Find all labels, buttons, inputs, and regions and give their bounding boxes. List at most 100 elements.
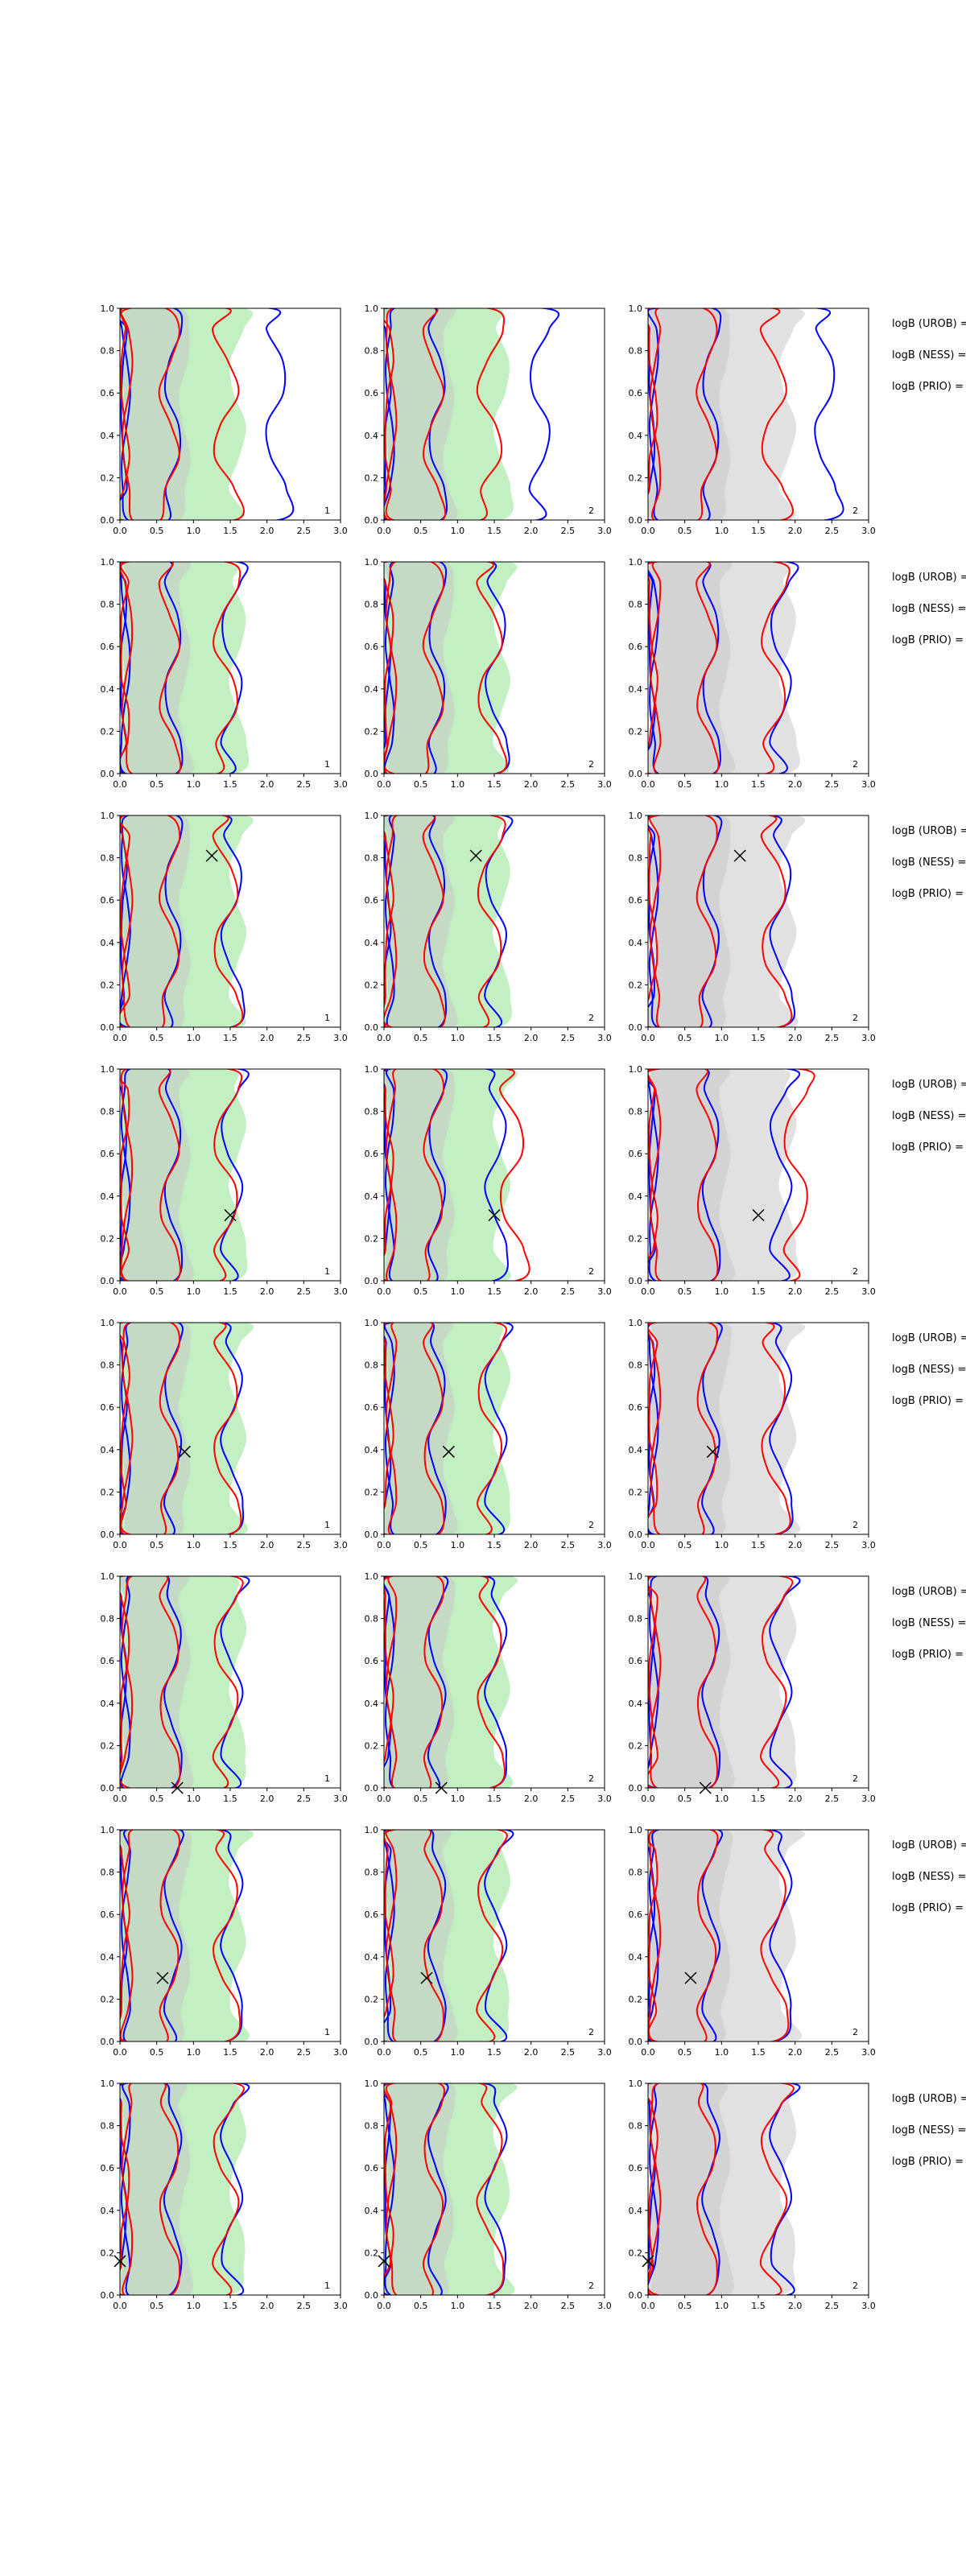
x-tick-label: 0.5 (678, 526, 692, 536)
panel-r7-c3: 0.0 0.5 1.0 1.5 2.0 2.5 3.0 0.0 0.2 0.4 0.6 0.8 1.0 2 (629, 1825, 876, 2058)
panel-r7-c1: 0.0 0.5 1.0 1.5 2.0 2.5 3.0 0.0 0.2 0.4 0.6 0.8 1.0 1 (101, 1825, 348, 2058)
y-tick-label: 0.8 (365, 600, 379, 610)
panel-label: 2 (588, 2281, 594, 2291)
x-tick-label: 1.0 (451, 2047, 465, 2058)
y-tick-label: 0.2 (365, 726, 379, 737)
y-tick-label: 0.4 (101, 431, 115, 441)
panel-r8-c1: 0.0 0.5 1.0 1.5 2.0 2.5 3.0 0.0 0.2 0.4 0.6 0.8 1.0 1 (101, 2079, 348, 2311)
prio-contour-outer (120, 815, 244, 1027)
panel-label: 2 (852, 2281, 858, 2291)
y-tick-label: 0.6 (101, 1656, 115, 1666)
truth-marker (684, 1971, 697, 1984)
y-tick-label: 0.4 (101, 1191, 115, 1202)
x-tick-label: 2.5 (561, 1033, 576, 1043)
panel-r4-c3: 0.0 0.5 1.0 1.5 2.0 2.5 3.0 0.0 0.2 0.4 0.6 0.8 1.0 2 (629, 1064, 876, 1297)
y-tick-label: 0.0 (365, 1022, 379, 1033)
x-tick-label: 0.5 (678, 1794, 692, 1804)
y-tick-label: 1.0 (101, 811, 115, 821)
x-tick-label: 1.5 (751, 1286, 766, 1297)
x-tick-label: 2.5 (297, 1540, 312, 1550)
x-tick-label: 0.5 (150, 526, 164, 536)
x-tick-label: 1.5 (223, 526, 237, 536)
x-tick-label: 3.0 (597, 526, 612, 536)
y-tick-label: 0.4 (629, 684, 643, 695)
prio-contour-outer (384, 1830, 508, 2041)
x-tick-label: 3.0 (333, 779, 348, 790)
y-tick-label: 0.4 (101, 1445, 115, 1455)
y-tick-label: 0.0 (365, 1783, 379, 1794)
legend-r4: logB (UROB) = logB (NESS) = logB (PRIO) = (892, 1079, 966, 1154)
prio-contour-inner (648, 1069, 719, 1281)
y-tick-label: 0.8 (101, 853, 115, 864)
y-tick-label: 0.6 (629, 1149, 643, 1159)
density-fill-inner (120, 562, 195, 774)
y-tick-label: 0.8 (101, 600, 115, 610)
panel-label: 1 (324, 1266, 330, 1277)
ness-contour-outer (648, 815, 796, 1027)
y-tick-label: 0.8 (365, 853, 379, 864)
panel-r2-c2: 0.0 0.5 1.0 1.5 2.0 2.5 3.0 0.0 0.2 0.4 0.6 0.8 1.0 2 (365, 557, 612, 790)
x-tick-label: 2.5 (297, 1286, 312, 1297)
y-tick-label: 0.4 (101, 1699, 115, 1709)
prio-contour-inner (649, 815, 718, 1027)
ness-contour-inner (121, 1830, 184, 2041)
panel-r3-c1: 0.0 0.5 1.0 1.5 2.0 2.5 3.0 0.0 0.2 0.4 0.6 0.8 1.0 1 (101, 811, 348, 1043)
panel-label: 1 (324, 1773, 330, 1784)
y-tick-label: 0.8 (101, 2121, 115, 2132)
y-tick-label: 1.0 (365, 1571, 379, 1582)
y-tick-label: 0.4 (365, 938, 379, 948)
y-tick-label: 1.0 (629, 557, 643, 568)
y-tick-label: 0.0 (101, 1276, 115, 1286)
x-tick-label: 0.5 (678, 779, 692, 790)
prio-contour-outer (648, 1069, 815, 1281)
density-fill-inner (648, 1069, 736, 1281)
panel-label: 2 (852, 759, 858, 770)
y-tick-label: 0.6 (629, 1656, 643, 1666)
legend-text: logB (NESS) = (892, 1871, 966, 1883)
x-tick-label: 0.0 (113, 2047, 127, 2058)
ness-contour-inner (384, 562, 448, 774)
x-tick-label: 2.5 (825, 1794, 840, 1804)
prio-contour-outer (384, 1323, 507, 1534)
prio-contour-inner (384, 562, 445, 774)
x-tick-label: 0.0 (113, 1794, 127, 1804)
x-tick-label: 0.0 (377, 779, 391, 790)
panel-r2-c3: 0.0 0.5 1.0 1.5 2.0 2.5 3.0 0.0 0.2 0.4 0.6 0.8 1.0 2 (629, 557, 876, 790)
y-tick-label: 0.6 (629, 388, 643, 398)
x-tick-label: 2.0 (260, 1286, 275, 1297)
y-tick-label: 1.0 (365, 2079, 379, 2089)
prio-contour-inner (649, 308, 718, 520)
legend-text: logB (UROB) = (892, 1839, 966, 1852)
density-fill-inner (648, 308, 731, 520)
x-tick-label: 0.0 (641, 1286, 655, 1297)
y-tick-label: 0.6 (629, 895, 643, 906)
ness-contour-outer (648, 562, 799, 774)
legend-r1: logB (UROB) = logB (NESS) = logB (PRIO) = (892, 318, 966, 393)
x-tick-label: 1.5 (487, 2047, 502, 2058)
y-tick-label: 1.0 (101, 1825, 115, 1835)
x-tick-label: 1.0 (451, 526, 465, 536)
y-tick-label: 0.2 (365, 473, 379, 483)
density-fill-inner (120, 308, 191, 520)
y-tick-label: 0.0 (365, 1530, 379, 1540)
x-tick-label: 0.5 (678, 1033, 692, 1043)
x-tick-label: 0.5 (414, 1794, 428, 1804)
y-tick-label: 0.2 (629, 473, 643, 483)
x-tick-label: 1.5 (487, 2301, 502, 2311)
y-tick-label: 0.6 (101, 1149, 115, 1159)
ness-contour-outer (384, 1323, 514, 1534)
legend-text: logB (PRIO) = (892, 634, 964, 646)
legend-text: logB (UROB) = (892, 825, 966, 837)
y-tick-label: 0.4 (629, 938, 643, 948)
truth-marker (205, 849, 218, 862)
x-tick-label: 1.5 (751, 1033, 766, 1043)
x-tick-label: 3.0 (333, 2047, 348, 2058)
legend-text: logB (UROB) = (892, 1079, 966, 1091)
x-tick-label: 2.5 (825, 1033, 840, 1043)
x-tick-label: 3.0 (861, 2301, 876, 2311)
ness-contour-inner (384, 2083, 449, 2295)
x-tick-label: 2.0 (260, 1794, 275, 1804)
ness-contour-inner (120, 308, 184, 520)
y-tick-label: 0.2 (101, 473, 115, 483)
x-tick-label: 1.5 (487, 1794, 502, 1804)
